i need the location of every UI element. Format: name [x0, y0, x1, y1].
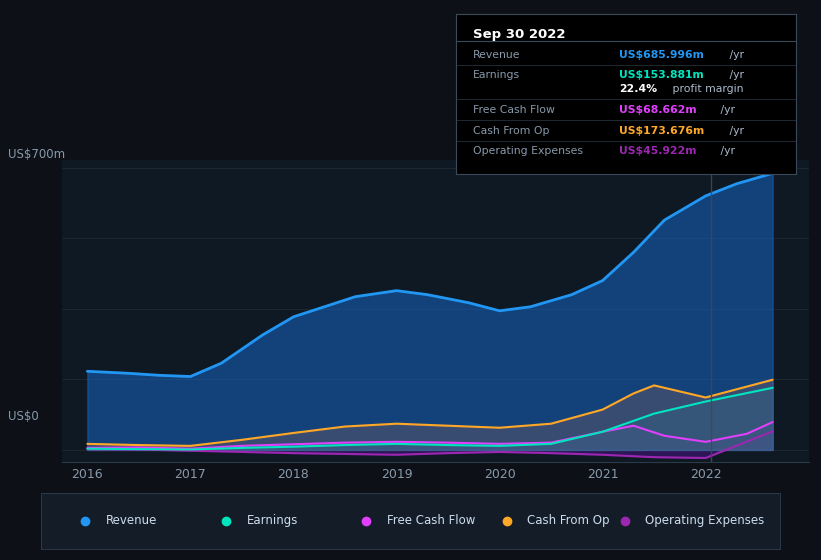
Text: Free Cash Flow: Free Cash Flow: [473, 105, 554, 115]
Text: Sep 30 2022: Sep 30 2022: [473, 29, 565, 41]
Text: /yr: /yr: [726, 50, 744, 60]
Text: US$173.676m: US$173.676m: [619, 125, 704, 136]
Text: Operating Expenses: Operating Expenses: [473, 146, 583, 156]
Text: 22.4%: 22.4%: [619, 84, 658, 94]
Text: Revenue: Revenue: [473, 50, 521, 60]
Text: US$68.662m: US$68.662m: [619, 105, 697, 115]
Text: /yr: /yr: [717, 105, 735, 115]
Text: /yr: /yr: [726, 125, 744, 136]
Text: Operating Expenses: Operating Expenses: [645, 514, 764, 528]
Text: Earnings: Earnings: [473, 69, 520, 80]
Text: /yr: /yr: [717, 146, 735, 156]
Text: US$0: US$0: [8, 410, 39, 423]
Text: Free Cash Flow: Free Cash Flow: [387, 514, 475, 528]
Text: /yr: /yr: [726, 69, 744, 80]
Text: profit margin: profit margin: [668, 84, 743, 94]
Text: US$700m: US$700m: [8, 148, 66, 161]
Text: US$153.881m: US$153.881m: [619, 69, 704, 80]
Text: Cash From Op: Cash From Op: [527, 514, 610, 528]
Text: Cash From Op: Cash From Op: [473, 125, 549, 136]
Text: US$685.996m: US$685.996m: [619, 50, 704, 60]
Text: US$45.922m: US$45.922m: [619, 146, 697, 156]
Text: Earnings: Earnings: [246, 514, 298, 528]
Text: Revenue: Revenue: [106, 514, 158, 528]
